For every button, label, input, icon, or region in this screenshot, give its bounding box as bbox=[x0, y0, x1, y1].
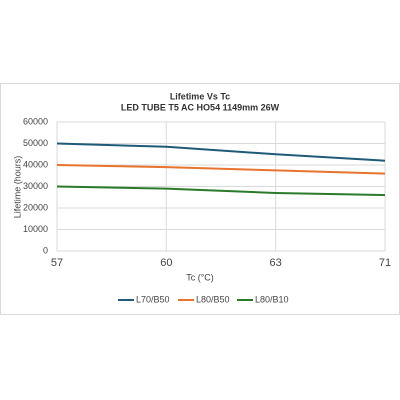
y-tick-label: 60000 bbox=[23, 116, 48, 126]
y-tick-label: 10000 bbox=[23, 224, 48, 234]
x-tick-label: 63 bbox=[270, 257, 282, 269]
y-tick-label: 40000 bbox=[23, 159, 48, 169]
chart-subtitle: LED TUBE T5 AC HO54 1149mm 26W bbox=[121, 102, 280, 112]
chart-title: Lifetime Vs Tc bbox=[170, 91, 230, 101]
y-axis-label: Lifetime (hours) bbox=[12, 156, 22, 219]
y-tick-label: 20000 bbox=[23, 202, 48, 212]
series-line bbox=[56, 142, 386, 162]
legend-label: L80/B10 bbox=[255, 294, 289, 304]
series-line bbox=[56, 185, 386, 197]
y-tick-label: 50000 bbox=[23, 138, 48, 148]
y-tick-label: 30000 bbox=[23, 181, 48, 191]
x-tick-label: 60 bbox=[160, 257, 172, 269]
y-tick-label: 0 bbox=[43, 245, 48, 255]
legend-label: L70/B50 bbox=[136, 294, 170, 304]
x-tick-label: 71 bbox=[379, 257, 391, 269]
x-axis-label: Tc (°C) bbox=[186, 272, 214, 282]
x-tick-label: 57 bbox=[51, 257, 63, 269]
series-line bbox=[56, 164, 386, 175]
legend-label: L80/B50 bbox=[196, 294, 230, 304]
